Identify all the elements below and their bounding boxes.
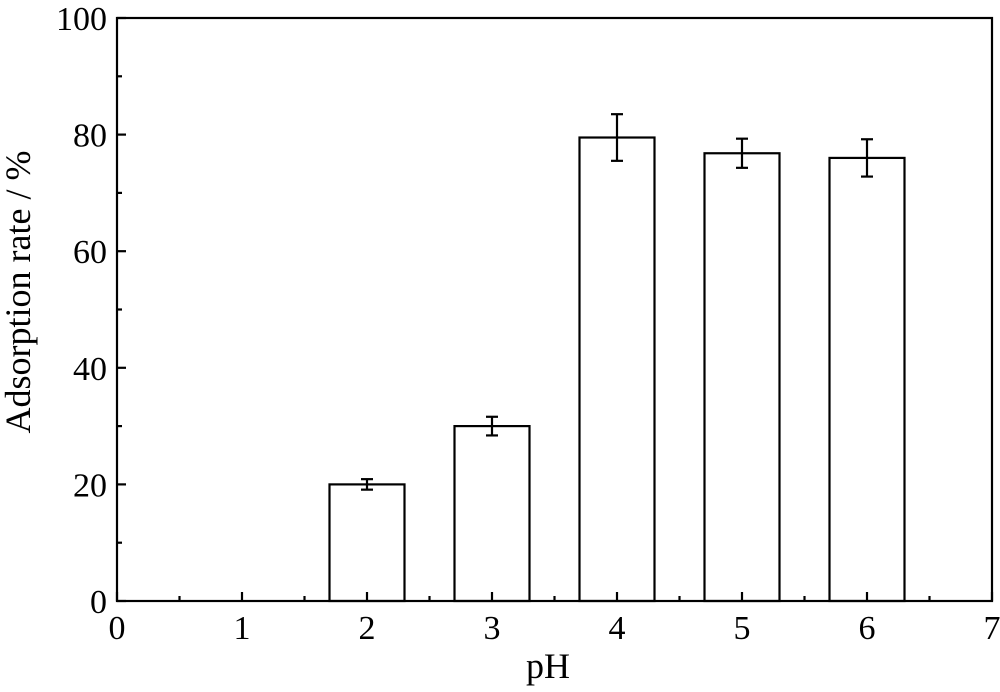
y-tick-label-60: 60 <box>73 234 107 271</box>
x-tick-label-7: 7 <box>984 610 1000 647</box>
x-tick-label-2: 2 <box>359 610 376 647</box>
x-tick-label-4: 4 <box>609 610 626 647</box>
x-axis-title: pH <box>526 646 570 686</box>
y-axis-title: Adsorption rate / % <box>0 151 38 434</box>
bar-ph-5 <box>703 152 781 603</box>
x-tick-label-6: 6 <box>859 610 876 647</box>
y-tick-label-100: 100 <box>56 1 107 38</box>
y-tick-label-40: 40 <box>73 351 107 388</box>
ticks-layer: 0 1 2 3 4 5 6 7 0 20 40 60 80 100 <box>56 1 1000 647</box>
x-tick-label-3: 3 <box>484 610 501 647</box>
bar-ph-3 <box>453 425 531 603</box>
bar-ph-2 <box>328 483 406 603</box>
error-bars-layer <box>361 113 873 491</box>
y-tick-label-20: 20 <box>73 467 107 504</box>
y-tick-label-0: 0 <box>90 584 107 621</box>
x-tick-label-5: 5 <box>734 610 751 647</box>
x-tick-label-1: 1 <box>234 610 251 647</box>
x-tick-label-0: 0 <box>109 610 126 647</box>
y-tick-label-80: 80 <box>73 118 107 155</box>
bar-ph-4 <box>578 136 656 603</box>
bar-ph-6 <box>828 156 906 603</box>
bars-layer <box>328 136 906 603</box>
